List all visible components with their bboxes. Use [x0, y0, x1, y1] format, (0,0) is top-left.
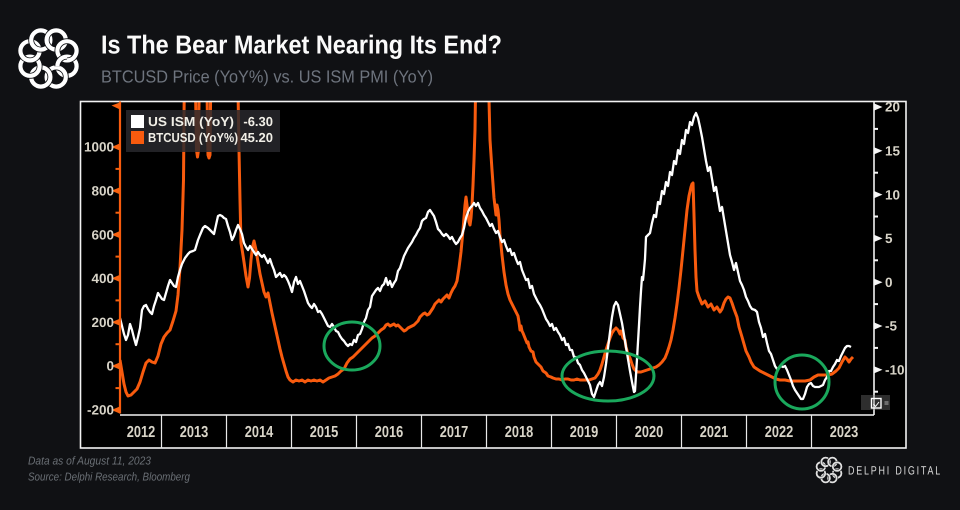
svg-text:2015: 2015	[310, 424, 339, 441]
svg-text:2013: 2013	[180, 424, 209, 441]
svg-text:US ISM (YoY): US ISM (YoY)	[148, 114, 234, 129]
svg-text:2021: 2021	[700, 424, 729, 441]
svg-text:400: 400	[91, 271, 114, 286]
svg-text:20: 20	[885, 100, 900, 115]
svg-text:-200: -200	[87, 403, 114, 418]
svg-text:2020: 2020	[635, 424, 664, 441]
svg-text:15: 15	[885, 144, 901, 159]
svg-text:1000: 1000	[84, 140, 114, 155]
svg-text:DELPHI DIGITAL: DELPHI DIGITAL	[848, 464, 942, 478]
svg-text:200: 200	[91, 315, 114, 330]
svg-text:5: 5	[885, 231, 893, 246]
svg-text:-6.30: -6.30	[243, 114, 273, 129]
svg-text:BTCUSD (YoY%): BTCUSD (YoY%)	[148, 130, 238, 145]
svg-text:2012: 2012	[127, 424, 156, 441]
svg-text:2022: 2022	[765, 424, 794, 441]
svg-text:2017: 2017	[440, 424, 469, 441]
svg-text:0: 0	[885, 275, 893, 290]
svg-text:Is The Bear Market Nearing Its: Is The Bear Market Nearing Its End?	[101, 30, 502, 60]
svg-text:0: 0	[106, 359, 114, 374]
svg-text:Data as of August 11, 2023: Data as of August 11, 2023	[28, 456, 152, 468]
svg-text:2018: 2018	[505, 424, 534, 441]
svg-text:2019: 2019	[570, 424, 599, 441]
svg-text:2016: 2016	[375, 424, 404, 441]
svg-text:-10: -10	[885, 363, 905, 378]
svg-text:45.20: 45.20	[240, 130, 273, 145]
svg-text:BTCUSD Price (YoY%) vs. US ISM: BTCUSD Price (YoY%) vs. US ISM PMI (YoY)	[101, 67, 433, 87]
svg-text:2014: 2014	[245, 424, 274, 441]
svg-text:800: 800	[91, 184, 114, 199]
svg-text:600: 600	[91, 227, 114, 242]
svg-text:-5: -5	[885, 319, 897, 334]
svg-text:10: 10	[885, 187, 900, 202]
svg-text:Source: Delphi Research, Bloom: Source: Delphi Research, Bloomberg	[28, 472, 191, 484]
svg-text:2023: 2023	[830, 424, 859, 441]
